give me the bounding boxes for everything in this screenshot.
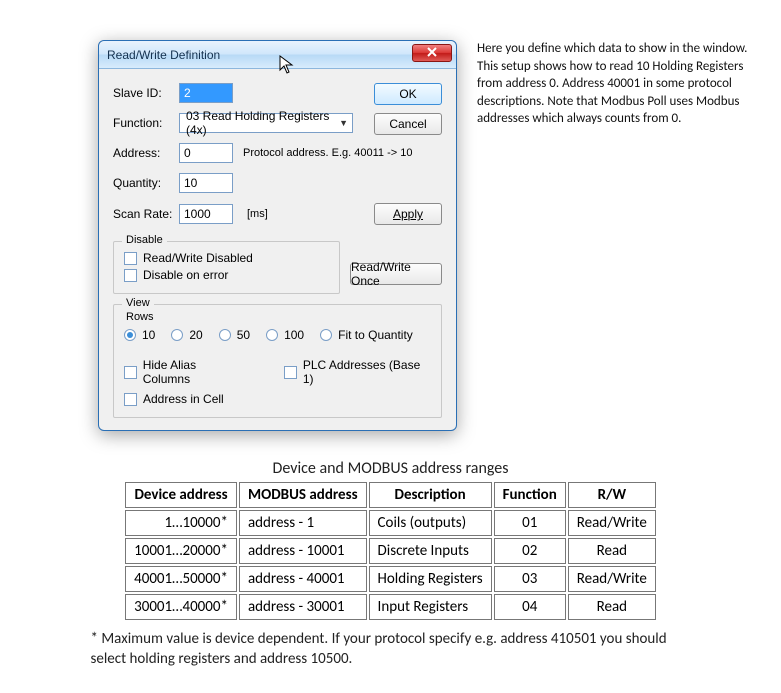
dialog-title: Read/Write Definition <box>107 48 220 62</box>
table-cell: Coils (outputs) <box>369 510 492 536</box>
rw-disabled-checkbox[interactable]: Read/Write Disabled <box>124 251 329 265</box>
table-caption: Device and MODBUS address ranges <box>20 459 761 478</box>
function-label: Function: <box>113 116 179 130</box>
table-header: Function <box>494 482 566 508</box>
table-row: 10001…20000*address - 10001Discrete Inpu… <box>125 538 656 564</box>
table-row: 1…10000*address - 1Coils (outputs)01Read… <box>125 510 656 536</box>
quantity-label: Quantity: <box>113 176 179 190</box>
plc-addresses-checkbox[interactable]: PLC Addresses (Base 1) <box>284 358 431 386</box>
scan-rate-input[interactable] <box>179 204 233 224</box>
table-cell: 1…10000* <box>125 510 237 536</box>
rows-radio-10[interactable]: 10 <box>124 328 155 342</box>
close-icon <box>427 46 437 60</box>
address-ranges-table: Device addressMODBUS addressDescriptionF… <box>123 480 658 622</box>
radio-icon <box>124 329 136 341</box>
rows-radio-Fit to Quantity[interactable]: Fit to Quantity <box>320 328 413 342</box>
scan-rate-label: Scan Rate: <box>113 207 179 221</box>
table-cell: 04 <box>494 594 566 620</box>
chevron-down-icon: ▼ <box>339 118 348 128</box>
slave-id-label: Slave ID: <box>113 86 179 100</box>
table-cell: Read <box>568 538 656 564</box>
table-cell: 30001…40000* <box>125 594 237 620</box>
table-header: R/W <box>568 482 656 508</box>
radio-icon <box>320 329 332 341</box>
table-cell: Read/Write <box>568 510 656 536</box>
table-row: 30001…40000*address - 30001Input Registe… <box>125 594 656 620</box>
radio-icon <box>219 329 231 341</box>
address-hint: Protocol address. E.g. 40011 -> 10 <box>243 147 413 159</box>
table-header: Device address <box>125 482 237 508</box>
function-selected: 03 Read Holding Registers (4x) <box>186 109 339 137</box>
rows-radio-50[interactable]: 50 <box>219 328 250 342</box>
hide-alias-checkbox[interactable]: Hide Alias Columns <box>124 358 244 386</box>
checkbox-icon <box>124 269 137 282</box>
close-button[interactable] <box>412 44 452 62</box>
quantity-input[interactable] <box>179 173 233 193</box>
view-group: View Rows 102050100Fit to Quantity Hide … <box>113 304 442 418</box>
disable-group: Disable Read/Write Disabled Disable on e… <box>113 241 340 294</box>
titlebar: Read/Write Definition <box>99 41 456 69</box>
table-footnote: * Maximum value is device dependent. If … <box>91 630 691 669</box>
table-cell: 10001…20000* <box>125 538 237 564</box>
explanation-text: Here you define which data to show in th… <box>477 40 761 128</box>
table-cell: 03 <box>494 566 566 592</box>
apply-button[interactable]: Apply <box>374 203 442 225</box>
checkbox-icon <box>124 252 137 265</box>
scan-rate-unit: [ms] <box>247 208 268 220</box>
checkbox-icon <box>124 366 137 379</box>
rows-radio-group: 10 20 50 100 Fit to Quantity <box>124 325 431 345</box>
table-cell: Read <box>568 594 656 620</box>
slave-id-input[interactable] <box>179 83 233 103</box>
read-write-definition-dialog: Read/Write Definition Slave <box>98 40 457 431</box>
read-write-once-button[interactable]: Read/Write Once <box>350 263 442 285</box>
cancel-button[interactable]: Cancel <box>374 113 442 135</box>
table-cell: address - 30001 <box>239 594 367 620</box>
rows-radio-100[interactable]: 100 <box>266 328 304 342</box>
checkbox-icon <box>284 366 297 379</box>
table-header: Description <box>369 482 492 508</box>
rows-subtitle: Rows <box>126 311 431 323</box>
disable-on-error-checkbox[interactable]: Disable on error <box>124 268 329 282</box>
table-row: 40001…50000*address - 40001Holding Regis… <box>125 566 656 592</box>
function-combo[interactable]: 03 Read Holding Registers (4x) ▼ <box>179 113 353 133</box>
address-label: Address: <box>113 146 179 160</box>
radio-icon <box>171 329 183 341</box>
table-cell: 40001…50000* <box>125 566 237 592</box>
radio-icon <box>266 329 278 341</box>
dialog-body: Slave ID: Function: 03 Read Holding Regi… <box>99 69 456 430</box>
table-cell: Read/Write <box>568 566 656 592</box>
table-cell: 02 <box>494 538 566 564</box>
table-cell: 01 <box>494 510 566 536</box>
view-title: View <box>122 297 154 309</box>
table-cell: address - 40001 <box>239 566 367 592</box>
address-in-cell-checkbox[interactable]: Address in Cell <box>124 392 244 406</box>
ok-button[interactable]: OK <box>374 83 442 105</box>
table-cell: Holding Registers <box>369 566 492 592</box>
table-cell: Discrete Inputs <box>369 538 492 564</box>
disable-title: Disable <box>122 234 167 246</box>
table-header: MODBUS address <box>239 482 367 508</box>
table-cell: address - 1 <box>239 510 367 536</box>
table-cell: Input Registers <box>369 594 492 620</box>
checkbox-icon <box>124 393 137 406</box>
address-input[interactable] <box>179 143 233 163</box>
table-cell: address - 10001 <box>239 538 367 564</box>
rows-radio-20[interactable]: 20 <box>171 328 202 342</box>
